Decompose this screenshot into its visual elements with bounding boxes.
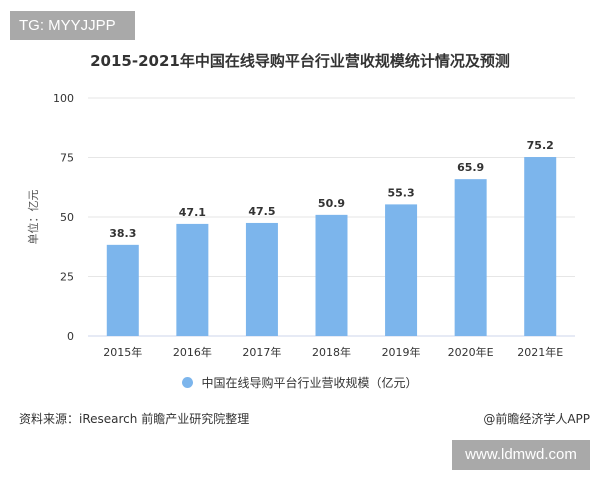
bar-chart: 0 25 50 75 100 单位：亿元 38.3 2015年 47.1 2016年 47.5 201…: [26, 92, 575, 359]
source-note: 资料来源：iResearch 前瞻产业研究院整理: [19, 412, 250, 426]
y-tick-label: 0: [67, 330, 74, 343]
bar: [245, 222, 278, 336]
credit: @前瞻经济学人APP: [483, 412, 590, 426]
x-tick-label: 2016年: [173, 345, 212, 359]
data-label: 65.9: [457, 161, 484, 174]
bar: [176, 223, 209, 336]
data-label: 38.3: [109, 227, 136, 240]
y-tick-label: 75: [60, 152, 74, 165]
legend-swatch: [182, 377, 194, 388]
tag-label: TG: MYYJJPP: [10, 11, 135, 40]
x-tick-label: 2020年E: [448, 345, 494, 359]
x-tick-label: 2017年: [242, 345, 281, 359]
x-tick-label: 2019年: [382, 345, 421, 359]
x-tick-label: 2018年: [312, 345, 351, 359]
data-label: 47.5: [248, 205, 275, 218]
data-label: 47.1: [179, 206, 206, 219]
y-axis-label: 单位：亿元: [26, 190, 40, 245]
chart-title: 2015-2021年中国在线导购平台行业营收规模统计情况及预测: [90, 52, 510, 70]
bar: [524, 157, 557, 336]
bar: [385, 204, 418, 336]
data-label: 55.3: [388, 186, 415, 199]
y-tick-label: 50: [60, 211, 74, 224]
bar: [315, 214, 348, 336]
data-label: 75.2: [527, 139, 554, 152]
bar: [106, 244, 139, 336]
y-tick-label: 100: [53, 92, 74, 105]
y-tick-label: 25: [60, 271, 74, 284]
x-tick-label: 2015年: [103, 345, 142, 359]
legend-label: 中国在线导购平台行业营收规模（亿元）: [201, 376, 418, 390]
x-tick-label: 2021年E: [517, 345, 563, 359]
data-label: 50.9: [318, 197, 345, 210]
watermark-url: www.ldmwd.com: [452, 440, 590, 470]
bar: [454, 179, 487, 336]
legend: 中国在线导购平台行业营收规模（亿元）: [0, 374, 600, 391]
